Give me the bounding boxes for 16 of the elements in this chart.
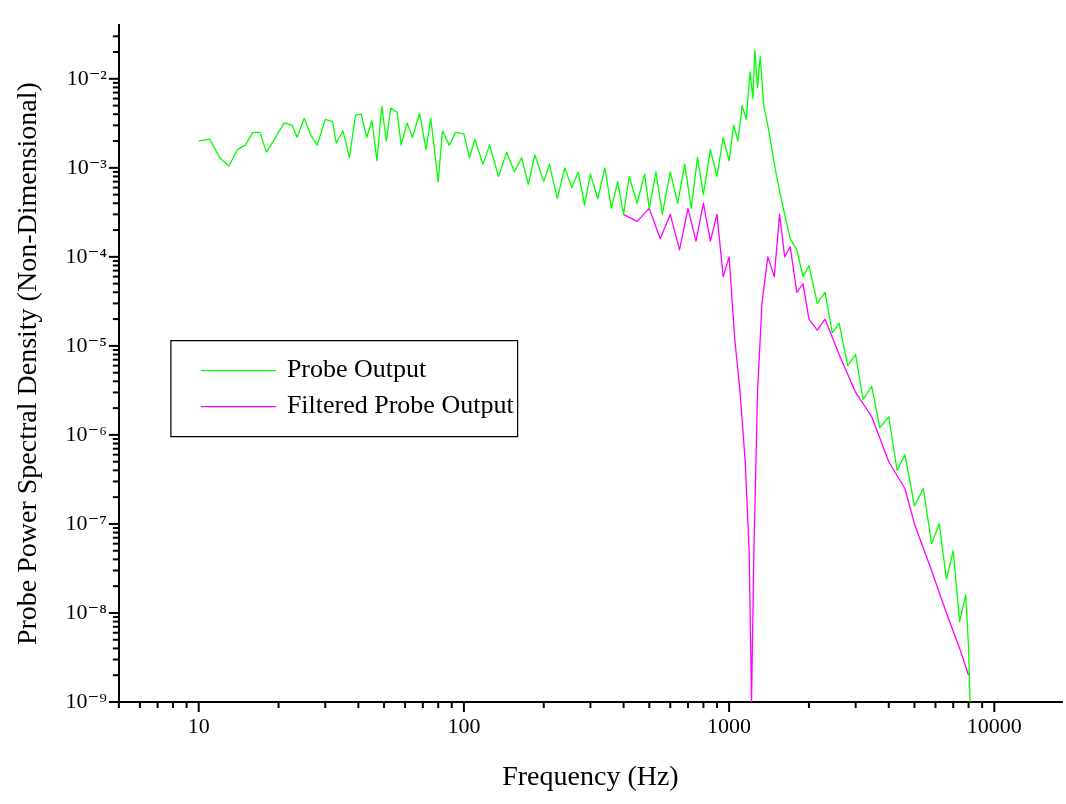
y-tick-label: 10⁻⁵ [65,331,107,357]
legend-label: Probe Output [286,354,428,384]
x-axis-title: Frequency (Hz) [502,759,679,791]
y-tick-label: 10⁻³ [66,153,108,179]
x-tick-label: 10000 [966,712,1022,738]
x-tick-label: 100 [447,712,481,738]
y-tick-label: 10⁻⁴ [65,242,108,268]
y-tick-label: 10⁻² [66,64,108,90]
y-tick-label: 10⁻⁶ [65,420,107,446]
y-tick-label: 10⁻⁹ [65,687,108,713]
legend-label: Filtered Probe Output [286,390,515,420]
y-tick-label: 10⁻⁸ [65,598,107,624]
x-tick-label: 10 [187,712,210,738]
y-axis-title: Probe Power Spectral Density (Non-Dimensional) [11,82,43,646]
x-tick-label: 1000 [707,712,752,738]
y-tick-label: 10⁻⁷ [65,509,107,535]
